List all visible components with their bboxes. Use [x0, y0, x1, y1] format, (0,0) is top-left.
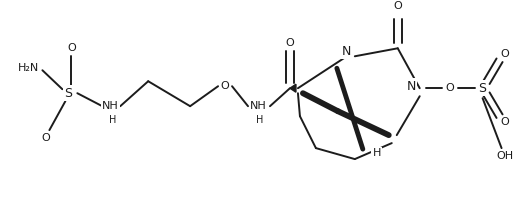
Text: N: N: [406, 80, 416, 93]
Text: H: H: [256, 115, 264, 125]
Text: NH: NH: [250, 101, 266, 111]
Text: S: S: [64, 87, 73, 100]
Text: N: N: [342, 45, 351, 58]
Text: H₂N: H₂N: [18, 63, 39, 73]
Text: OH: OH: [496, 151, 513, 161]
Text: H: H: [109, 115, 116, 125]
Text: H: H: [373, 148, 381, 158]
Text: O: O: [221, 81, 230, 91]
Text: O: O: [286, 38, 294, 48]
Text: O: O: [67, 43, 76, 53]
Polygon shape: [290, 84, 296, 92]
Text: O: O: [445, 83, 454, 93]
Text: O: O: [500, 117, 509, 127]
Text: O: O: [500, 49, 509, 59]
Text: NH: NH: [102, 101, 118, 111]
Text: S: S: [479, 82, 487, 95]
Text: O: O: [394, 1, 402, 11]
Text: O: O: [41, 133, 50, 143]
